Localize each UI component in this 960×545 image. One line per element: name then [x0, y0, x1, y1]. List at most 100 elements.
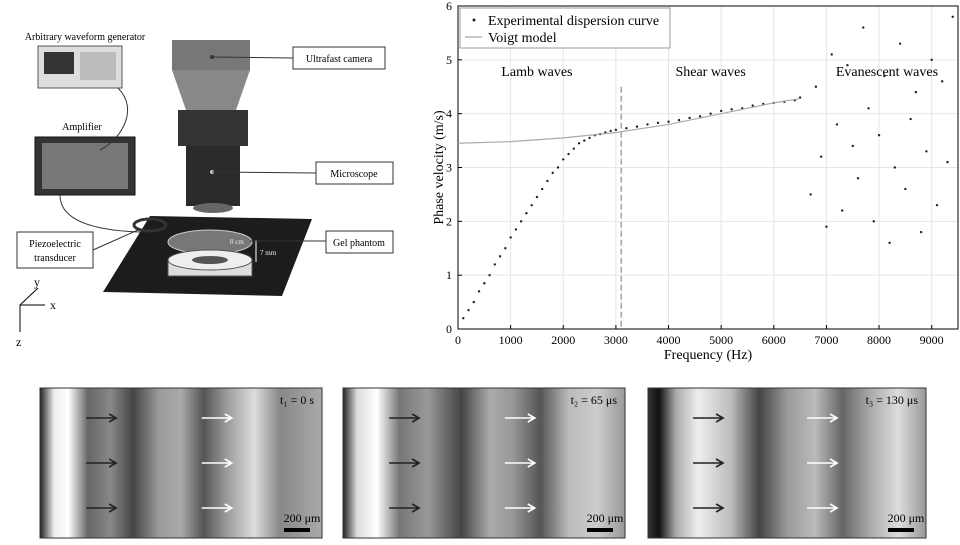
transducer [132, 217, 168, 233]
data-point [609, 129, 612, 133]
data-point [909, 117, 912, 121]
arrow [807, 458, 839, 468]
data-point [572, 147, 575, 150]
arrow [201, 458, 234, 468]
data-point [519, 220, 523, 223]
chart: 0 1000 2000 3000 4000 5000 6000 7000 8000 9000 0 1 2… [432, 0, 959, 363]
data-point [546, 179, 549, 183]
data-point [946, 160, 949, 164]
time-label: t₂ = 65 μs [571, 393, 618, 407]
label-box [325, 230, 394, 254]
data-point [830, 53, 833, 56]
x-tick-label: 9000 [920, 333, 944, 347]
scale-bar [284, 528, 310, 532]
arrow [693, 503, 725, 513]
data-point [846, 64, 849, 67]
generator-screen [44, 52, 74, 74]
label-box [292, 46, 386, 70]
data-point [814, 85, 818, 88]
y-tick-label: 0 [446, 322, 452, 336]
y-tick-label: 4 [446, 107, 452, 121]
x-axis-label: Frequency (Hz) [664, 348, 753, 363]
scale-bar [888, 528, 914, 532]
data-point [530, 203, 533, 207]
image-panel [647, 387, 927, 539]
data-point [688, 116, 691, 120]
pointer [211, 56, 294, 59]
microscope [186, 146, 240, 206]
annotation: Shear waves [675, 65, 745, 80]
cable [59, 87, 141, 233]
coord-axes [19, 287, 45, 332]
camera-mount [178, 110, 248, 146]
data-point [483, 282, 486, 285]
x-tick-label: 6000 [762, 333, 786, 347]
data-point [588, 136, 591, 140]
data-point [667, 120, 670, 123]
dimension: 8 cm [230, 238, 244, 246]
label: Arbitrary waveform generator [25, 32, 146, 43]
data-point [809, 193, 812, 196]
data-point [562, 158, 565, 161]
data-point [872, 220, 875, 223]
axis-letter: y [34, 275, 40, 289]
data-point [751, 104, 754, 107]
y-tick-label: 1 [446, 268, 452, 282]
label-box [315, 161, 394, 185]
axis-letter: z [16, 335, 21, 349]
setup-diagram: Arbitrary waveform generator Amplifier U… [16, 32, 394, 349]
data-point [941, 80, 944, 83]
data-point [862, 26, 865, 29]
data-point [904, 187, 907, 191]
arrow [86, 413, 118, 423]
y-tick-label: 2 [446, 214, 452, 228]
y-tick-label: 3 [446, 161, 452, 175]
legend-label: Voigt model [488, 31, 557, 46]
annotation: Evanescent waves [836, 65, 938, 80]
x-tick-label: 8000 [867, 333, 891, 347]
data-point [698, 115, 702, 118]
data-point [583, 139, 586, 142]
x-tick-label: 0 [455, 333, 461, 347]
x-tick-label: 5000 [709, 333, 733, 347]
lens [193, 203, 233, 213]
data-point [656, 121, 660, 125]
camera-top [172, 40, 250, 70]
data-point [472, 300, 475, 304]
y-tick-label: 5 [446, 53, 452, 67]
image-panel [39, 387, 323, 539]
data-point [541, 187, 544, 191]
data-point [625, 127, 628, 130]
data-point [504, 247, 507, 250]
pointer [92, 229, 139, 251]
data-point [488, 273, 491, 277]
pointer [211, 171, 317, 174]
arrow [86, 458, 118, 468]
data-point [719, 109, 723, 113]
plot-frame [457, 5, 959, 330]
arrow [201, 413, 234, 423]
scale-label: 200 μm [587, 511, 624, 525]
data-point [535, 195, 539, 199]
data-point [819, 155, 823, 158]
data-point [551, 171, 554, 175]
label: Piezoelectric [29, 239, 81, 250]
data-point [841, 209, 844, 212]
data-point [851, 144, 854, 148]
arrow [807, 413, 839, 423]
amplifier-panel [42, 143, 128, 189]
y-axis-label: Phase velocity (m/s) [432, 110, 447, 225]
data-point [925, 150, 928, 153]
data-point [614, 128, 618, 132]
label: Ultrafast camera [306, 54, 373, 65]
data-point [577, 142, 581, 145]
arrow [389, 413, 421, 423]
image-panel [342, 387, 626, 539]
data-point [493, 263, 497, 266]
x-tick-label: 3000 [604, 333, 628, 347]
data-point [646, 123, 649, 126]
annotation: Lamb waves [501, 65, 572, 80]
time-label: t₁ = 0 s [280, 393, 314, 407]
arrow [693, 458, 725, 468]
